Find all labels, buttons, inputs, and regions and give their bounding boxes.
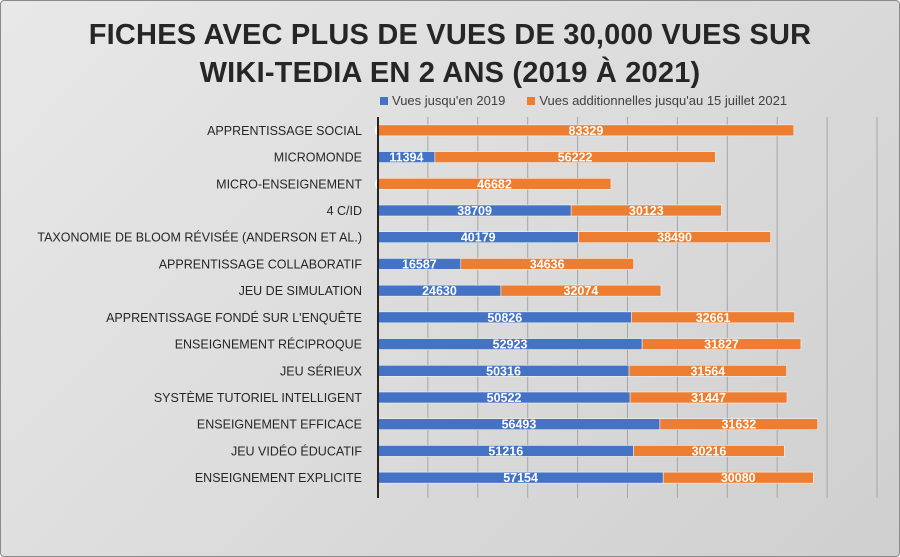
data-label: 11394 bbox=[389, 151, 423, 165]
legend: Vues jusqu'en 2019 Vues additionnelles j… bbox=[380, 93, 787, 108]
category-label: JEU VIDÉO ÉDUCATIF bbox=[231, 443, 362, 458]
data-label: 50316 bbox=[486, 364, 521, 378]
data-label: 31632 bbox=[721, 418, 756, 432]
data-label: 30080 bbox=[721, 471, 756, 485]
title-line-2: WIKI-TEDIA EN 2 ANS (2019 À 2021) bbox=[199, 57, 701, 89]
category-label: APPRENTISSAGE COLLABORATIF bbox=[159, 257, 363, 271]
category-label: TAXONOMIE DE BLOOM RÉVISÉE (ANDERSON ET … bbox=[37, 230, 362, 245]
data-label: 16587 bbox=[402, 257, 437, 271]
category-label: ENSEIGNEMENT RÉCIPROQUE bbox=[175, 337, 362, 352]
bar-segment-2021 bbox=[628, 364, 787, 377]
category-label: 4 C/ID bbox=[327, 204, 362, 218]
category-label: ENSEIGNEMENT EFFICACE bbox=[197, 418, 362, 432]
data-label: 51216 bbox=[488, 444, 523, 458]
data-label: 31564 bbox=[690, 364, 725, 378]
legend-item-2019: Vues jusqu'en 2019 bbox=[380, 93, 505, 108]
data-label: 56493 bbox=[502, 418, 537, 432]
legend-swatch-2021 bbox=[527, 96, 536, 105]
bar-segment-2021 bbox=[578, 231, 771, 244]
data-label: 31447 bbox=[691, 391, 726, 405]
data-label: 38490 bbox=[657, 231, 692, 245]
data-label: 32074 bbox=[564, 284, 599, 298]
data-label: 50522 bbox=[487, 391, 522, 405]
data-label: 52923 bbox=[493, 338, 528, 352]
legend-label-2021: Vues additionnelles jusqu'au 15 juillet … bbox=[539, 93, 788, 108]
data-label: 57154 bbox=[503, 471, 538, 485]
data-label: 24630 bbox=[422, 284, 457, 298]
data-label: 31827 bbox=[704, 338, 739, 352]
data-label: 32661 bbox=[696, 311, 731, 325]
data-label: 30216 bbox=[692, 444, 727, 458]
legend-item-2021: Vues additionnelles jusqu'au 15 juillet … bbox=[527, 93, 787, 108]
bar-segment-2021 bbox=[570, 204, 722, 217]
bar-segment-2021 bbox=[659, 418, 819, 431]
legend-label-2019: Vues jusqu'en 2019 bbox=[392, 93, 506, 108]
bar-segment-2021 bbox=[662, 471, 814, 484]
data-label: 46682 bbox=[477, 177, 512, 191]
bar-segment-2021 bbox=[500, 284, 662, 297]
data-label: 38709 bbox=[457, 204, 492, 218]
chart-title: FICHES AVEC PLUS DE VUES DE 30,000 VUES … bbox=[0, 16, 900, 92]
bar-segment-2021 bbox=[633, 445, 785, 457]
data-label: 30123 bbox=[629, 204, 664, 218]
data-label: 34636 bbox=[530, 257, 565, 271]
title-line-1: FICHES AVEC PLUS DE VUES DE 30,000 VUES … bbox=[88, 19, 812, 51]
data-label: 50826 bbox=[487, 311, 522, 325]
legend-swatch-2019 bbox=[380, 96, 388, 105]
category-label: MICRO-ENSEIGNEMENT bbox=[216, 177, 362, 191]
bar-segment-2021 bbox=[460, 258, 634, 270]
data-label: 83329 bbox=[569, 124, 604, 138]
category-label: JEU SÉRIEUX bbox=[280, 363, 363, 378]
category-label: ENSEIGNEMENT EXPLICITE bbox=[195, 471, 362, 485]
data-label: 40179 bbox=[461, 231, 496, 245]
category-label: APPRENTISSAGE SOCIAL bbox=[207, 124, 362, 138]
bar-segment-2021 bbox=[434, 151, 716, 163]
bar-segment-2021 bbox=[641, 338, 802, 350]
category-label: SYSTÈME TUTORIEL INTELLIGENT bbox=[154, 390, 363, 405]
category-label: MICROMONDE bbox=[274, 151, 362, 165]
bar-segment-2021 bbox=[629, 391, 788, 404]
category-label: JEU DE SIMULATION bbox=[239, 284, 362, 298]
category-label: APPRENTISSAGE FONDÉ SUR L'ENQUÊTE bbox=[106, 310, 362, 325]
data-label: 56222 bbox=[558, 151, 593, 165]
bar-segment-2021 bbox=[631, 311, 795, 324]
